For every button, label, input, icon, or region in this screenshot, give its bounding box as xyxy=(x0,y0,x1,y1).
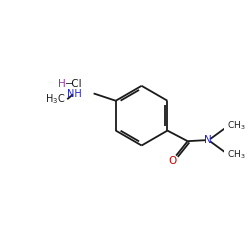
Text: H: H xyxy=(58,79,66,89)
Text: CH$_3$: CH$_3$ xyxy=(227,119,246,132)
Text: ─Cl: ─Cl xyxy=(66,79,82,89)
Text: O: O xyxy=(169,156,177,166)
Text: N: N xyxy=(204,135,212,145)
Text: NH: NH xyxy=(67,90,82,100)
Text: H$_3$C: H$_3$C xyxy=(45,92,65,106)
Text: CH$_3$: CH$_3$ xyxy=(227,148,246,161)
